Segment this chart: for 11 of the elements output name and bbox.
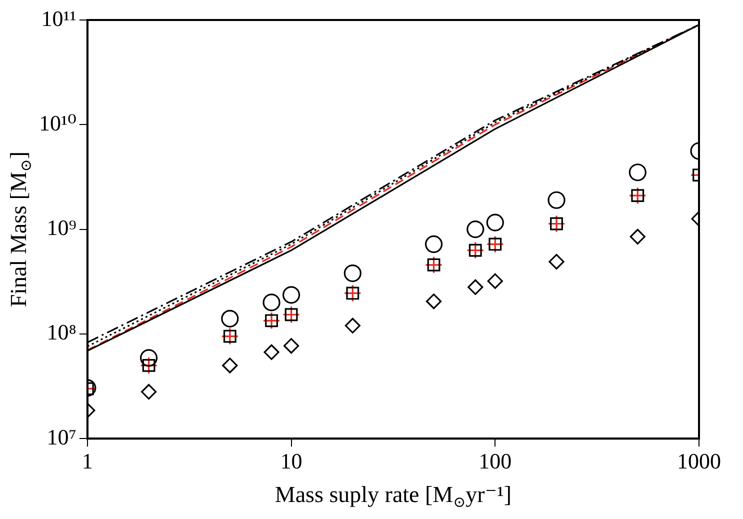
y-tick-label: 10¹⁰ xyxy=(38,110,77,136)
x-tick-label: 1 xyxy=(82,448,93,474)
y-tick-label: 10¹¹ xyxy=(41,6,76,31)
x-tick-label: 10 xyxy=(280,448,302,474)
y-tick-label: 10⁷ xyxy=(46,424,76,450)
y-tick-label: 10⁹ xyxy=(46,215,77,240)
x-tick-label: 100 xyxy=(478,448,512,474)
x-tick-label: 1000 xyxy=(677,448,721,474)
x-axis-title: Mass suply rate [M⊙yr⁻¹] xyxy=(274,482,512,511)
y-axis-title: Final Mass [M⊙] xyxy=(6,151,35,308)
y-tick-label: 10⁸ xyxy=(46,320,76,345)
